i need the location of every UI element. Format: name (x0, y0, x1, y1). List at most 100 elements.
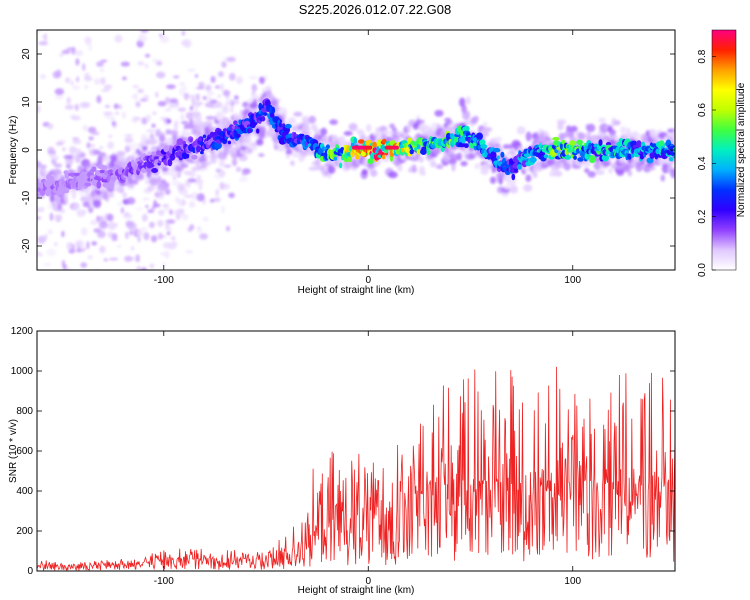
spectrogram-cell (65, 77, 71, 84)
page-title: S225.2026.012.07.22.G08 (298, 2, 452, 17)
spectrogram-cell (46, 248, 56, 257)
spectrogram-cell (285, 149, 293, 155)
spectrogram-cell (99, 146, 103, 150)
spectrogram-cell (137, 61, 145, 66)
spectrogram-cell (595, 170, 605, 175)
spectrogram-cell (614, 120, 621, 126)
spectrogram-cell (233, 101, 240, 105)
spectrogram-x-tick-label: 0 (365, 275, 371, 286)
spectrogram-cell (140, 227, 148, 231)
spectrogram-cell (135, 254, 140, 263)
spectrogram-cell (338, 162, 343, 169)
spectrogram-cell (233, 120, 238, 126)
spectrogram-cell (54, 88, 65, 96)
spectrogram-cell (84, 36, 92, 45)
spectrogram-cell (421, 171, 426, 176)
spectrogram-cell (205, 102, 214, 108)
spectrogram-cell (490, 176, 496, 184)
spectrogram-cell (566, 125, 571, 133)
spectrogram-cell (196, 227, 203, 234)
spectrogram-cell (217, 71, 224, 78)
spectrogram-cell (451, 162, 456, 172)
spectrogram-cell (76, 76, 80, 83)
spectrogram-cell (37, 216, 42, 220)
spectrogram-cell (509, 149, 515, 156)
spectrogram-cell (397, 165, 403, 172)
spectrogram-cell (240, 146, 247, 151)
spectrogram-cell (229, 72, 236, 81)
spectrogram-cell (111, 121, 116, 126)
spectrogram-cell (202, 134, 207, 139)
spectrogram-cell (169, 98, 179, 104)
spectrogram-cell (124, 134, 134, 137)
spectrogram-cell (608, 129, 617, 136)
spectrogram-cell (165, 220, 170, 229)
spectrogram-cell (95, 189, 102, 196)
spectrogram-cell (563, 131, 570, 138)
spectrogram-cell (80, 262, 87, 268)
spectrogram-cell (59, 52, 64, 57)
spectrogram-cell (416, 115, 421, 120)
spectrogram-cell (302, 118, 311, 126)
spectrogram-cell (216, 101, 223, 109)
spectrogram-cell (259, 76, 265, 85)
spectrogram-cell (196, 117, 202, 126)
spectrogram-cell (161, 262, 167, 267)
spectrogram-cell (465, 96, 471, 105)
spectrogram-cell (76, 13, 82, 17)
spectrogram-cell (97, 271, 102, 275)
spectrogram-cell (658, 140, 665, 146)
spectrogram-x-ticks: -100 0 100 (154, 30, 582, 286)
spectrogram-cell (190, 97, 196, 103)
spectrogram-cell (235, 166, 242, 172)
spectrogram-cell (47, 146, 55, 155)
spectrogram-cell (521, 160, 528, 168)
spectrogram-cell (145, 204, 149, 209)
spectrogram-cell (96, 61, 104, 67)
spectrogram-cell (163, 8, 169, 12)
spectrogram-cell (86, 142, 91, 149)
spectrogram-cell (230, 106, 234, 113)
spectrogram-cell (109, 115, 116, 123)
spectrogram-cell (204, 95, 212, 101)
spectrogram-cell (627, 153, 632, 160)
spectrogram-cell (308, 115, 317, 124)
spectrogram-cell (146, 129, 156, 133)
spectrogram-cell (492, 147, 501, 153)
spectrogram-cell (256, 138, 264, 146)
spectrogram-cell (54, 242, 58, 247)
spectrogram-cell (120, 61, 130, 67)
spectrogram-cell (171, 180, 181, 186)
spectrogram-cell (103, 84, 113, 90)
spectrogram-cell (53, 214, 63, 222)
spectrogram-cell (463, 120, 473, 125)
spectrogram-cell (120, 207, 125, 214)
spectrogram-cell (416, 119, 425, 124)
spectrogram-cell (516, 163, 522, 170)
spectrogram-cell (586, 123, 596, 133)
spectrogram-cell (92, 199, 102, 209)
spectrogram-cell (253, 98, 258, 106)
spectrogram-cell (141, 117, 148, 125)
spectrogram-cell (486, 164, 493, 169)
spectrogram-cell (500, 151, 505, 158)
spectrogram-cell (106, 213, 114, 222)
spectrogram-cell (55, 69, 62, 78)
spectrogram-cell (110, 317, 119, 323)
spectrogram-cell (105, 104, 110, 108)
spectrogram-cell (37, 160, 42, 170)
spectrogram-cell (55, 9, 61, 12)
spectrogram-cell (42, 278, 51, 281)
spectrogram-cell (365, 124, 372, 132)
spectrogram-cell (445, 120, 453, 125)
spectrogram-cell (616, 168, 625, 176)
spectrogram-cell (184, 123, 195, 129)
spectrogram-cell (103, 305, 110, 310)
spectrogram-cell (64, 104, 75, 110)
spectrogram-cell (43, 33, 48, 42)
spectrogram-cell (38, 206, 45, 211)
colorbar-tick-label: 0.4 (697, 156, 708, 170)
spectrogram-cell (269, 112, 275, 118)
spectrogram-cell (93, 193, 104, 201)
spectrogram-cell (325, 144, 330, 149)
